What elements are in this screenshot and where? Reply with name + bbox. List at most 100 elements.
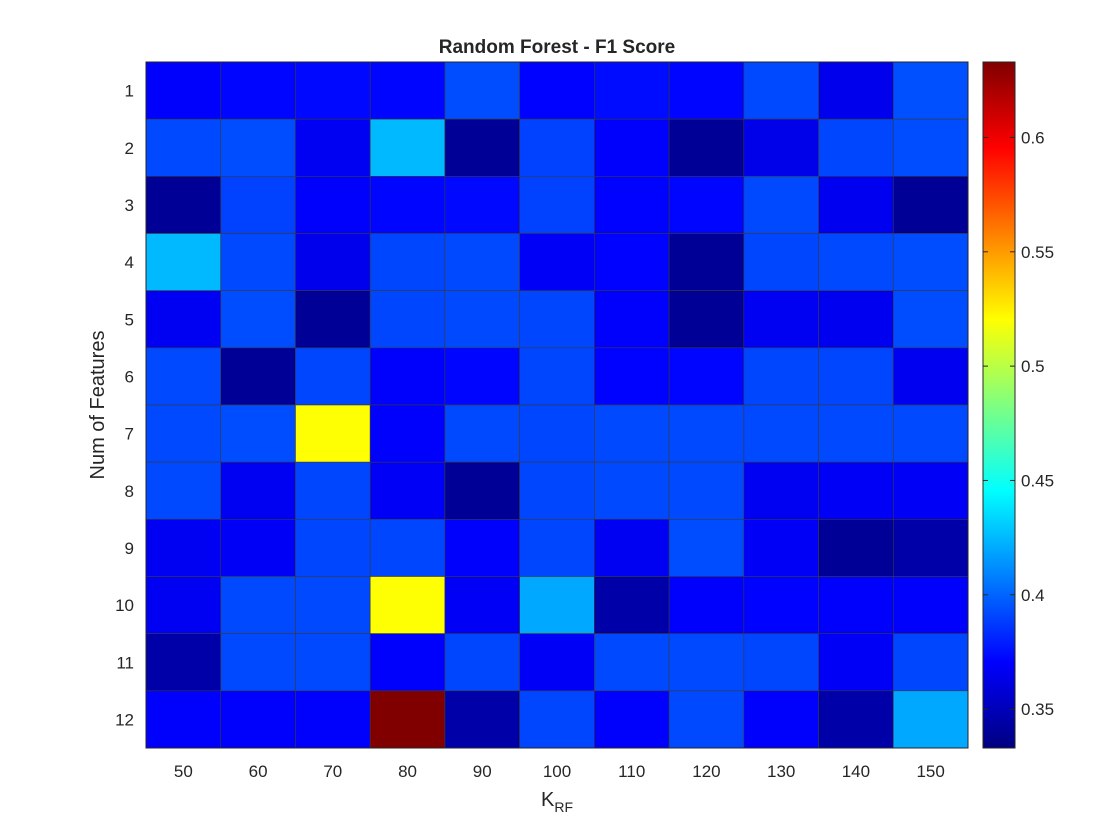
x-tick-label: 150 <box>916 762 944 781</box>
heatmap-cell <box>295 176 371 234</box>
heatmap-cell <box>668 61 745 120</box>
heatmap-cell <box>220 404 296 463</box>
heatmap-cell <box>594 290 670 349</box>
heatmap-cell <box>892 347 969 406</box>
heatmap-cell <box>369 176 446 234</box>
heatmap-cell <box>594 233 670 291</box>
heatmap-cell <box>444 347 520 406</box>
x-axis-ticks: 50 60 70 80 90 100 110 120 130 140 150 <box>174 762 945 781</box>
heatmap-cell <box>519 461 595 520</box>
heatmap-cell <box>444 61 520 120</box>
heatmap-cell <box>519 233 595 291</box>
heatmap-cell <box>369 347 446 406</box>
x-tick-label: 110 <box>618 762 645 781</box>
heatmap-cell <box>668 633 745 692</box>
heatmap-cell <box>743 576 819 634</box>
heatmap-cell <box>369 233 446 291</box>
heatmap-cell <box>444 118 520 177</box>
heatmap-cell <box>444 176 520 234</box>
heatmap-cell <box>220 576 296 634</box>
heatmap-cell <box>594 176 670 234</box>
heatmap-cell <box>743 233 819 291</box>
heatmap-cell <box>220 690 296 749</box>
y-tick-label: 10 <box>115 596 134 615</box>
heatmap-cell <box>295 61 371 120</box>
heatmap-cell <box>519 404 595 463</box>
x-tick-label: 90 <box>473 762 492 781</box>
y-tick-label: 2 <box>125 139 134 158</box>
heatmap-cell <box>220 176 296 234</box>
chart-title: Random Forest - F1 Score <box>439 37 676 58</box>
heatmap-cell <box>519 690 595 749</box>
heatmap-cell <box>145 347 222 406</box>
heatmap-cell <box>743 347 819 406</box>
heatmap-cell <box>220 290 296 349</box>
colorbar-tick-label: 0.5 <box>1021 357 1045 376</box>
heatmap-cell <box>892 290 969 349</box>
colorbar-tick-label: 0.35 <box>1021 700 1054 719</box>
y-tick-label: 1 <box>125 82 134 101</box>
heatmap-cell <box>818 118 894 177</box>
x-tick-label: 120 <box>692 762 720 781</box>
heatmap-cell <box>295 576 371 634</box>
y-tick-label: 12 <box>115 710 134 729</box>
y-tick-label: 11 <box>116 653 134 672</box>
heatmap-cell <box>594 404 670 463</box>
heatmap-cell <box>892 233 969 291</box>
heatmap-cell <box>295 690 371 749</box>
heatmap-cell <box>818 290 894 349</box>
heatmap-cell <box>519 176 595 234</box>
heatmap-cell <box>220 519 296 577</box>
heatmap-cell <box>145 404 222 463</box>
heatmap-cell <box>295 233 371 291</box>
heatmap-cell <box>743 290 819 349</box>
y-tick-label: 9 <box>125 539 134 558</box>
heatmap-cell <box>818 576 894 634</box>
heatmap-cell <box>369 633 446 692</box>
heatmap-cell <box>444 576 520 634</box>
y-axis-label: Num of Features <box>87 331 109 480</box>
x-tick-label: 140 <box>842 762 870 781</box>
heatmap-cell <box>295 404 371 463</box>
colorbar-ticks: 0.35 0.4 0.45 0.5 0.55 0.6 <box>983 128 1054 719</box>
heatmap-cell <box>668 176 745 234</box>
x-axis-label: KRF <box>541 789 573 815</box>
heatmap-cell <box>668 118 745 177</box>
heatmap-cell <box>818 347 894 406</box>
plot-frame <box>145 61 969 749</box>
colorbar <box>982 61 1016 749</box>
heatmap-cell <box>818 61 894 120</box>
heatmap-cell <box>145 690 222 749</box>
heatmap-cell <box>594 347 670 406</box>
heatmap-cell <box>519 290 595 349</box>
heatmap-cell <box>220 233 296 291</box>
heatmap-cell <box>295 290 371 349</box>
heatmap-cell <box>594 690 670 749</box>
heatmap-cell <box>892 690 969 749</box>
x-axis-label-main: K <box>541 789 555 811</box>
heatmap-cell <box>519 519 595 577</box>
heatmap-cell <box>519 61 595 120</box>
heatmap-cell <box>220 633 296 692</box>
heatmap-cell <box>892 176 969 234</box>
heatmap-cell <box>892 519 969 577</box>
heatmap-cell <box>892 404 969 463</box>
heatmap-cell <box>444 404 520 463</box>
heatmap-cell <box>892 576 969 634</box>
heatmap-cell <box>444 633 520 692</box>
heatmap-cell <box>818 233 894 291</box>
heatmap-cell <box>369 290 446 349</box>
y-tick-label: 7 <box>125 425 134 444</box>
heatmap-cell <box>818 690 894 749</box>
heatmap-cell <box>594 461 670 520</box>
heatmap-cell <box>743 633 819 692</box>
y-tick-label: 3 <box>125 196 134 215</box>
heatmap-cell <box>145 176 222 234</box>
heatmap-cell <box>743 118 819 177</box>
heatmap-cell <box>594 633 670 692</box>
heatmap-cell <box>743 61 819 120</box>
heatmap-cell <box>145 233 222 291</box>
heatmap-cell <box>743 519 819 577</box>
heatmap-cell <box>668 233 745 291</box>
